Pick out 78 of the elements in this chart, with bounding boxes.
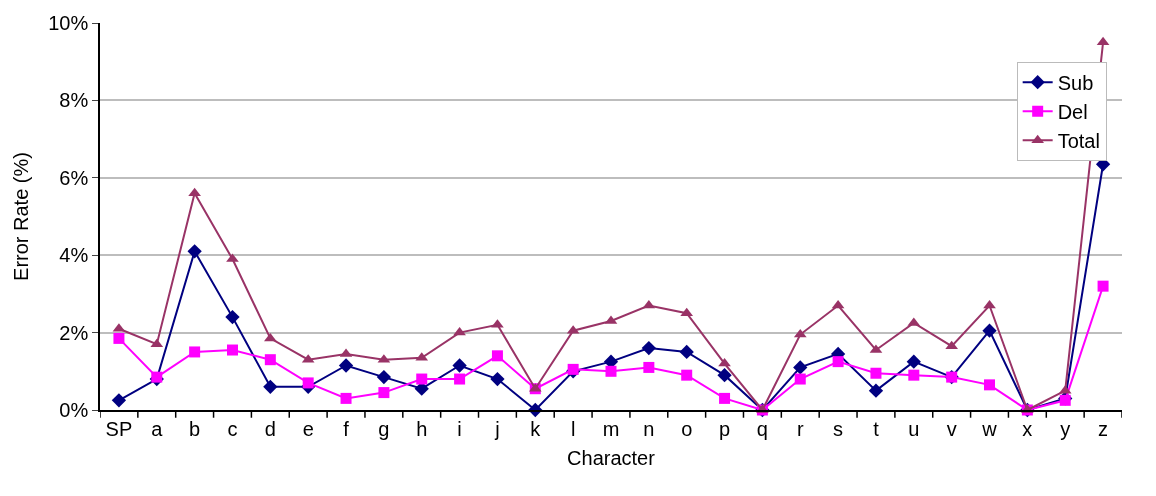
point (1096, 36, 1110, 46)
x-tick-label: z (1098, 417, 1109, 440)
point (490, 371, 505, 387)
x-tick-label: d (264, 417, 276, 440)
point (681, 369, 693, 381)
point (868, 383, 884, 398)
point (454, 373, 466, 385)
point (151, 371, 163, 383)
point (378, 387, 390, 399)
x-tick-label: b (189, 417, 201, 440)
point (302, 377, 314, 389)
x-tick-label: SP (105, 417, 133, 440)
y-tick-label: 8% (59, 89, 89, 112)
point (111, 393, 127, 408)
point (794, 373, 806, 385)
x-tick-label: u (908, 417, 920, 440)
point (376, 369, 392, 385)
point (452, 358, 467, 373)
point (870, 367, 882, 379)
point (188, 187, 201, 197)
point (340, 392, 352, 404)
point (263, 332, 277, 342)
point (264, 354, 276, 366)
x-tick-label: h (416, 417, 428, 440)
x-tick-label: g (378, 417, 390, 440)
y-tick-label: 0% (59, 399, 89, 421)
point (226, 344, 238, 356)
point (793, 360, 808, 375)
x-tick-label: c (227, 417, 238, 440)
x-tick-label: t (873, 417, 880, 440)
x-axis-title: Character (567, 446, 656, 469)
y-axis-title: Error Rate (%) (10, 152, 33, 281)
x-tick-label: r (796, 417, 804, 440)
x-tick-label: p (719, 417, 731, 440)
x-tick-label: i (457, 417, 462, 440)
point (263, 379, 278, 394)
point (1097, 280, 1109, 292)
point (679, 344, 694, 360)
point (641, 340, 656, 356)
point (416, 373, 428, 385)
x-tick-label: a (151, 417, 164, 440)
point (113, 332, 125, 344)
x-tick-label: e (302, 417, 314, 440)
x-tick-label: q (756, 417, 768, 440)
point (906, 354, 921, 369)
point (719, 392, 731, 404)
x-tick-label: k (530, 417, 542, 440)
y-tick-label: 4% (59, 244, 89, 267)
point (982, 323, 997, 338)
point (491, 350, 503, 362)
x-tick-label: v (946, 417, 957, 440)
x-tick-label: o (681, 417, 693, 440)
point (338, 358, 354, 373)
x-tick-label: s (833, 417, 844, 440)
x-tick-label: x (1022, 417, 1033, 440)
point (225, 309, 240, 325)
point (643, 361, 655, 373)
point (189, 346, 201, 358)
x-tick-label: y (1060, 417, 1071, 440)
legend-label: Total (1057, 130, 1100, 152)
point (567, 363, 579, 375)
x-tick-label: n (643, 417, 655, 440)
y-tick-label: 2% (59, 321, 89, 344)
x-tick-label: w (981, 417, 998, 440)
y-tick-label: 6% (59, 166, 89, 189)
point (832, 356, 844, 368)
x-tick-label: j (494, 417, 500, 440)
x-tick-label: m (602, 417, 620, 440)
legend-label: Del (1057, 101, 1088, 123)
x-tick-label: l (570, 417, 576, 440)
point (908, 369, 920, 381)
point (605, 365, 617, 377)
point (984, 379, 996, 391)
point (717, 368, 732, 383)
point (187, 244, 202, 259)
y-tick-label: 10% (48, 12, 89, 34)
x-tick-label: f (343, 417, 350, 440)
legend-label: Sub (1057, 72, 1094, 94)
